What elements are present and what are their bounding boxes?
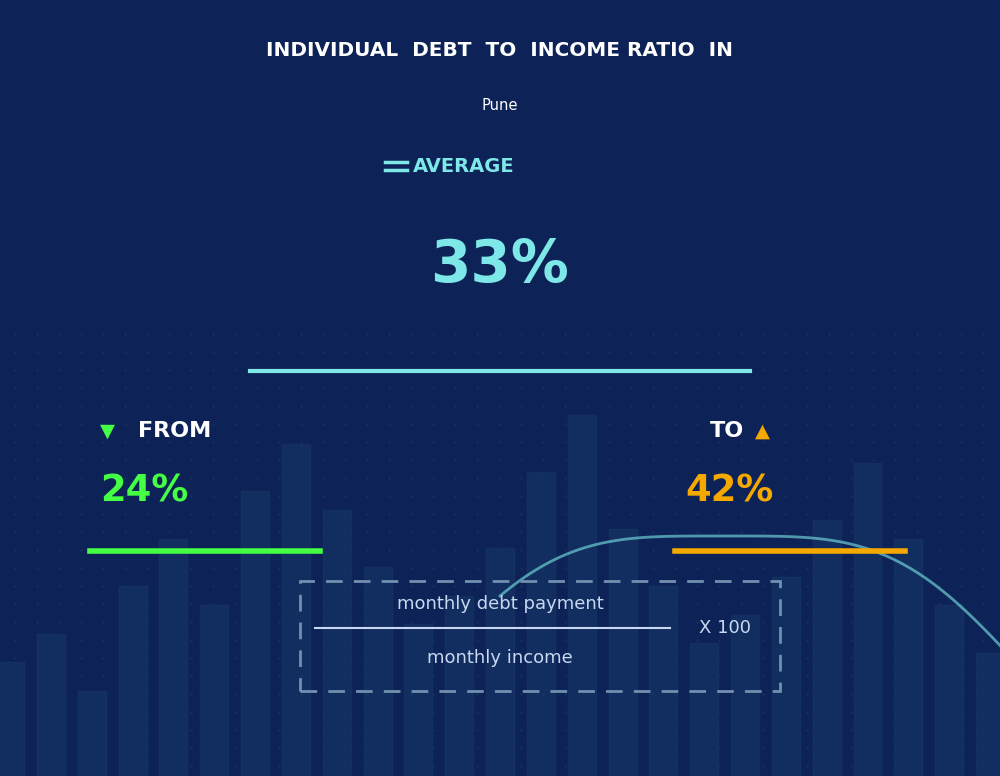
Bar <box>0 662 24 776</box>
Bar <box>609 529 637 776</box>
Bar <box>772 577 800 776</box>
Text: TO: TO <box>710 421 744 441</box>
Text: AVERAGE: AVERAGE <box>413 157 515 175</box>
Bar <box>690 643 718 776</box>
Bar <box>935 605 963 776</box>
Bar <box>731 615 759 776</box>
Bar <box>300 581 780 691</box>
Bar <box>813 519 841 776</box>
Bar <box>200 605 228 776</box>
Text: Pune: Pune <box>482 99 518 113</box>
Text: monthly debt payment: monthly debt payment <box>397 595 603 613</box>
Bar <box>282 444 310 776</box>
Text: 33%: 33% <box>431 237 569 295</box>
Bar <box>649 586 677 776</box>
Bar <box>241 491 269 776</box>
Bar <box>323 510 351 776</box>
Bar <box>78 691 106 776</box>
Bar <box>404 624 432 776</box>
Bar <box>527 472 555 776</box>
Text: monthly income: monthly income <box>427 649 573 667</box>
Bar <box>894 539 922 776</box>
Bar <box>486 548 514 776</box>
Bar <box>854 462 882 776</box>
Bar <box>119 586 146 776</box>
Text: ▼: ▼ <box>100 421 115 441</box>
Bar <box>364 567 392 776</box>
Bar <box>445 595 473 776</box>
Text: 42%: 42% <box>685 473 773 510</box>
Text: FROM: FROM <box>138 421 211 441</box>
Bar <box>976 653 1000 776</box>
Text: INDIVIDUAL  DEBT  TO  INCOME RATIO  IN: INDIVIDUAL DEBT TO INCOME RATIO IN <box>266 41 734 61</box>
Text: X 100: X 100 <box>699 619 751 637</box>
Bar <box>568 415 596 776</box>
Bar <box>37 633 65 776</box>
Text: ▲: ▲ <box>755 421 770 441</box>
Text: 24%: 24% <box>100 473 188 510</box>
Bar <box>159 539 187 776</box>
